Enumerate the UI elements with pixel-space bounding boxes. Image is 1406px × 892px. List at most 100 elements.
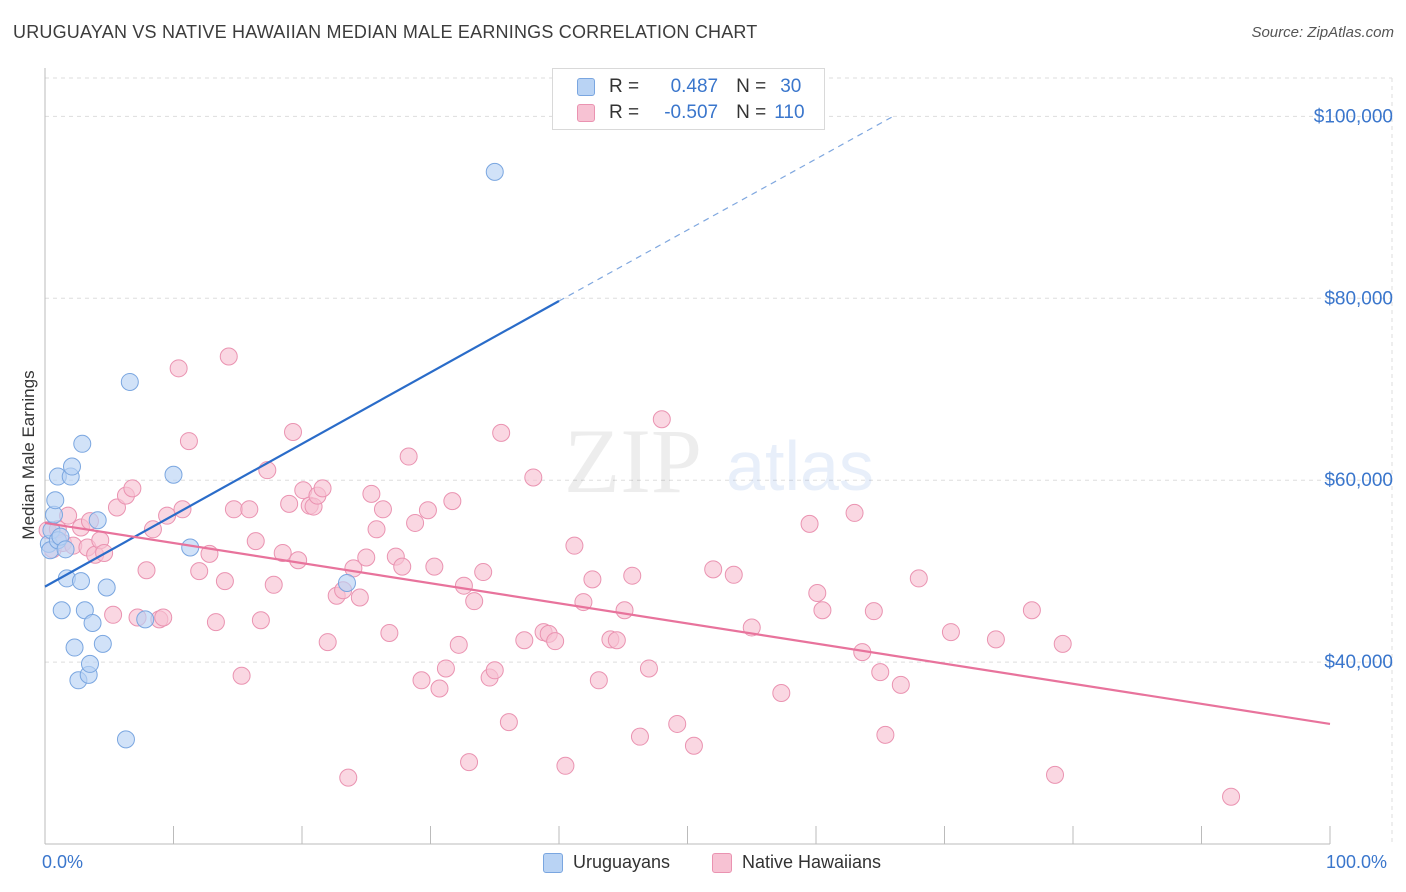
native-hawaiian-point — [367, 520, 386, 539]
y-tick-label: $40,000 — [1324, 652, 1393, 673]
series-swatch-pink — [712, 852, 732, 873]
data-points — [38, 162, 1241, 806]
native-hawaiian-point — [318, 633, 337, 652]
uruguayan-point — [71, 572, 90, 591]
y-tick-label: $100,000 — [1314, 106, 1393, 127]
native-hawaiian-point — [668, 714, 687, 733]
native-hawaiian-point — [280, 494, 299, 513]
trend-lines — [44, 115, 1331, 726]
native-hawaiian-point — [556, 756, 575, 775]
uruguayan-point — [116, 730, 135, 749]
uruguayan-trend-line — [44, 300, 560, 588]
watermark-atlas: atlas — [726, 427, 874, 505]
native-hawaiian-point — [251, 611, 270, 630]
watermark-zip: ZIP — [564, 410, 702, 512]
series-legend-uruguayans: Uruguayans — [543, 852, 670, 873]
native-hawaiian-point — [546, 632, 565, 651]
native-hawaiian-point — [339, 768, 358, 787]
y-axis-label: Median Male Earnings — [19, 370, 38, 539]
native-hawaiian-point — [362, 484, 381, 503]
native-hawaiian-point — [418, 501, 437, 520]
uruguayan-point — [62, 457, 81, 476]
native-hawaiian-point — [240, 500, 259, 519]
series-legend-label-native-hawaiians: Native Hawaiians — [742, 852, 882, 872]
native-hawaiian-point — [909, 569, 928, 588]
native-hawaiian-point — [1053, 634, 1072, 653]
native-hawaiian-point — [639, 659, 658, 678]
legend-r-label: R = — [609, 76, 640, 97]
native-hawaiian-point — [871, 663, 890, 682]
native-hawaiian-point — [137, 561, 156, 580]
native-hawaiian-point — [399, 447, 418, 466]
native-hawaiian-point — [986, 630, 1005, 649]
native-hawaiian-point — [607, 631, 626, 650]
native-hawaiian-point — [284, 422, 303, 441]
native-hawaiian-point — [169, 359, 188, 378]
native-hawaiian-point — [454, 576, 473, 595]
uruguayan-point — [83, 613, 102, 632]
x-tick-label-min: 0.0% — [42, 852, 84, 872]
native-hawaiian-point — [1046, 765, 1065, 784]
series-swatch-blue — [543, 852, 563, 873]
native-hawaiian-point — [941, 623, 960, 642]
native-hawaiian-point — [465, 592, 484, 611]
uruguayan-point — [88, 511, 107, 530]
native-hawaiian-point — [524, 468, 543, 487]
legend-r-value-uruguayans: 0.487 — [670, 76, 719, 97]
watermark: ZIP atlas — [564, 410, 874, 512]
native-hawaiian-point — [206, 613, 225, 632]
native-hawaiian-point — [123, 479, 142, 498]
native-hawaiian-point — [1022, 601, 1041, 620]
native-hawaiian-point — [443, 492, 462, 511]
native-hawaiian-point — [273, 543, 292, 562]
correlation-legend: R = 0.487 N = 30 R = -0.507 N = 110 — [552, 68, 825, 130]
native-hawaiian-point — [623, 566, 642, 585]
series-legend-native-hawaiians: Native Hawaiians — [712, 852, 881, 873]
native-hawaiian-point — [684, 736, 703, 755]
native-hawaiian-point — [406, 513, 425, 532]
legend-n-value-native-hawaiians: 110 — [774, 102, 805, 123]
native-hawaiian-point — [615, 601, 634, 620]
native-hawaiian-point — [704, 560, 723, 579]
native-hawaiian-point — [652, 410, 671, 429]
native-hawaiian-point — [1222, 787, 1241, 806]
native-hawaiian-point — [565, 536, 584, 555]
uruguayan-point — [52, 601, 71, 620]
native-hawaiian-point — [289, 551, 308, 570]
native-hawaiian-point — [393, 557, 412, 576]
legend-swatch-pink — [577, 104, 595, 122]
uruguayan-point — [97, 578, 116, 597]
series-legend-label-uruguayans: Uruguayans — [573, 852, 671, 872]
native-hawaiian-point — [313, 479, 332, 498]
native-hawaiian-point — [350, 588, 369, 607]
native-hawaiian-point — [864, 602, 883, 621]
uruguayan-point — [485, 162, 504, 181]
native-hawaiian-trend-line — [44, 521, 1331, 726]
legend-n-value-uruguayans: 30 — [780, 76, 802, 97]
native-hawaiian-point — [430, 679, 449, 698]
uruguayan-point — [136, 610, 155, 629]
native-hawaiian-point — [499, 713, 518, 732]
native-hawaiian-point — [373, 500, 392, 519]
uruguayan-trend-extension — [558, 115, 894, 302]
native-hawaiian-point — [492, 423, 511, 442]
legend-n-label: N = — [736, 102, 767, 123]
native-hawaiian-point — [412, 671, 431, 690]
native-hawaiian-point — [808, 583, 827, 602]
series-legend: Uruguayans Native Hawaiians — [0, 852, 1406, 878]
native-hawaiian-point — [357, 548, 376, 567]
y-tick-labels: $40,000 $60,000 $80,000 $100,000 — [1314, 106, 1393, 673]
native-hawaiian-point — [224, 500, 243, 519]
native-hawaiian-point — [876, 725, 895, 744]
legend-n-label: N = — [736, 76, 767, 97]
native-hawaiian-point — [772, 684, 791, 703]
native-hawaiian-point — [515, 631, 534, 650]
native-hawaiian-point — [813, 601, 832, 620]
uruguayan-point — [120, 372, 139, 391]
native-hawaiian-point — [215, 572, 234, 591]
axes — [44, 68, 1331, 845]
native-hawaiian-point — [800, 514, 819, 533]
legend-r-label: R = — [609, 102, 640, 123]
native-hawaiian-point — [449, 635, 468, 654]
